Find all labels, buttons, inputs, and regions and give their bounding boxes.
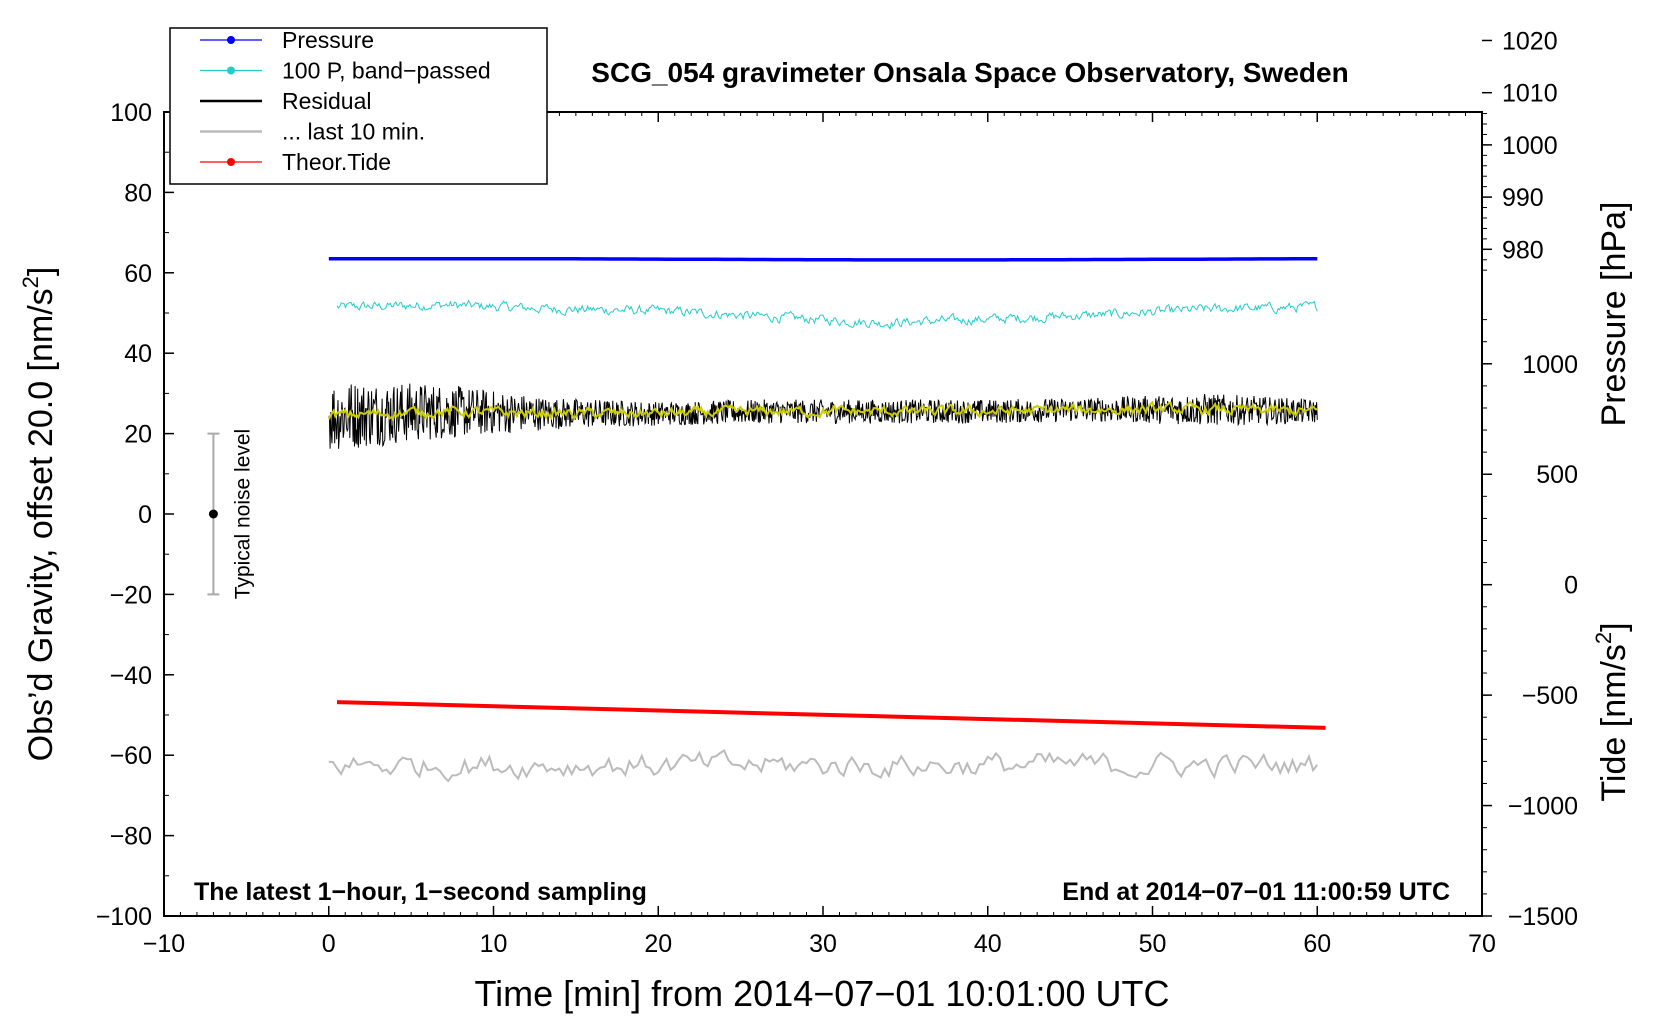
legend-box (169, 27, 548, 185)
y-label-gravity-text: Obs’d Gravity, offset 20.0 [nm/s (22, 288, 60, 761)
series-tide-line (336, 700, 1326, 730)
x-tick-label: 30 (809, 930, 837, 958)
y-label-gravity-end: ] (22, 267, 60, 276)
noise-bar-label: Typical noise level (231, 429, 254, 599)
y-axis-label-tide: Tide [nm/s2] (1591, 622, 1633, 801)
y-axis-label-gravity: Obs’d Gravity, offset 20.0 [nm/s2] (18, 267, 60, 762)
annotation-end-time: End at 2014−07−01 11:00:59 UTC (1062, 878, 1450, 906)
legend-swatch-marker (227, 66, 235, 75)
y-axis-label-pressure: Pressure [hPa] (1595, 202, 1633, 427)
plot-frame (163, 111, 1483, 917)
y-tick-label: 60 (124, 260, 152, 288)
tide-tick-label: 0 (1564, 572, 1578, 600)
y-tick-label: −40 (110, 662, 152, 690)
legend-label: ... last 10 min. (282, 119, 425, 145)
legend-entries: Pressure 100 P, band−passed Residual ... la… (200, 27, 491, 175)
y-axis-tide: −1500 −1000 −500 0 500 1000 (1482, 319, 1578, 931)
y-tick-label: 20 (124, 421, 152, 449)
pressure-tick-label: 1020 (1502, 27, 1558, 55)
x-tick-label: 70 (1468, 930, 1496, 958)
noise-bar-center-dot (208, 509, 218, 519)
tide-tick-label: −500 (1522, 682, 1578, 710)
series-bandpassed-line (336, 299, 1318, 330)
tide-tick-label: 1000 (1522, 351, 1578, 379)
tide-tick-label: 500 (1536, 461, 1578, 489)
y-tick-label: 80 (124, 179, 152, 207)
legend-swatch-marker (227, 158, 235, 166)
legend-label: 100 P, band−passed (282, 58, 491, 84)
noise-bar: Typical noise level (207, 429, 254, 599)
pressure-tick-label: 1000 (1502, 132, 1558, 160)
pressure-tick-label: 1010 (1502, 80, 1558, 108)
legend-label: Residual (282, 88, 372, 114)
x-tick-label: 10 (480, 930, 508, 958)
y-label-tide-end: ] (1595, 622, 1633, 631)
series-layer (327, 256, 1326, 783)
y-tick-label: −20 (110, 581, 152, 609)
legend-label: Pressure (282, 27, 374, 53)
legend: Pressure 100 P, band−passed Residual ... la… (169, 27, 548, 185)
tide-tick-label: −1500 (1508, 903, 1578, 931)
y-tick-label: −80 (110, 823, 152, 851)
pressure-tick-label: 980 (1502, 236, 1544, 264)
pressure-tick-label: 990 (1502, 184, 1544, 212)
series-last10min-line (328, 749, 1319, 783)
legend-label: Theor.Tide (282, 149, 391, 175)
y-tick-label: 100 (110, 99, 152, 127)
x-tick-label: 50 (1139, 930, 1167, 958)
annotation-sampling: The latest 1−hour, 1−second sampling (194, 878, 647, 906)
x-axis: −10 0 10 20 30 40 50 60 70 (143, 112, 1496, 958)
x-tick-label: 60 (1303, 930, 1331, 958)
series-pressure-line (328, 256, 1318, 262)
y-tick-label: 40 (124, 340, 152, 368)
x-tick-label: 20 (644, 930, 672, 958)
tide-tick-label: −1000 (1508, 793, 1578, 821)
y-axis-pressure: 980 990 1000 1010 1020 1030 (1482, 0, 1558, 271)
y-axis-gravity: −100 −80 −60 −40 −20 0 20 40 60 80 100 (96, 99, 174, 931)
y-tick-label: 0 (138, 501, 152, 529)
chart-title: SCG_054 gravimeter Onsala Space Observat… (591, 57, 1348, 88)
minor-ticks (163, 111, 1483, 917)
x-tick-label: 40 (974, 930, 1002, 958)
y-label-tide-sup: 2 (1591, 632, 1616, 644)
series-residual-smoothed-line (327, 400, 1318, 422)
y-tick-label: −60 (110, 742, 152, 770)
pressure-tick-label: 1030 (1502, 0, 1558, 3)
series-residual-line (328, 383, 1318, 449)
legend-swatch-marker (227, 36, 235, 44)
y-label-gravity-sup: 2 (18, 276, 43, 288)
x-tick-label: 0 (322, 930, 336, 958)
x-axis-label: Time [min] from 2014−07−01 10:01:00 UTC (474, 973, 1169, 1014)
y-tick-label: −100 (96, 903, 152, 931)
x-tick-label: −10 (143, 930, 185, 958)
y-label-tide-text: Tide [nm/s (1595, 644, 1633, 801)
